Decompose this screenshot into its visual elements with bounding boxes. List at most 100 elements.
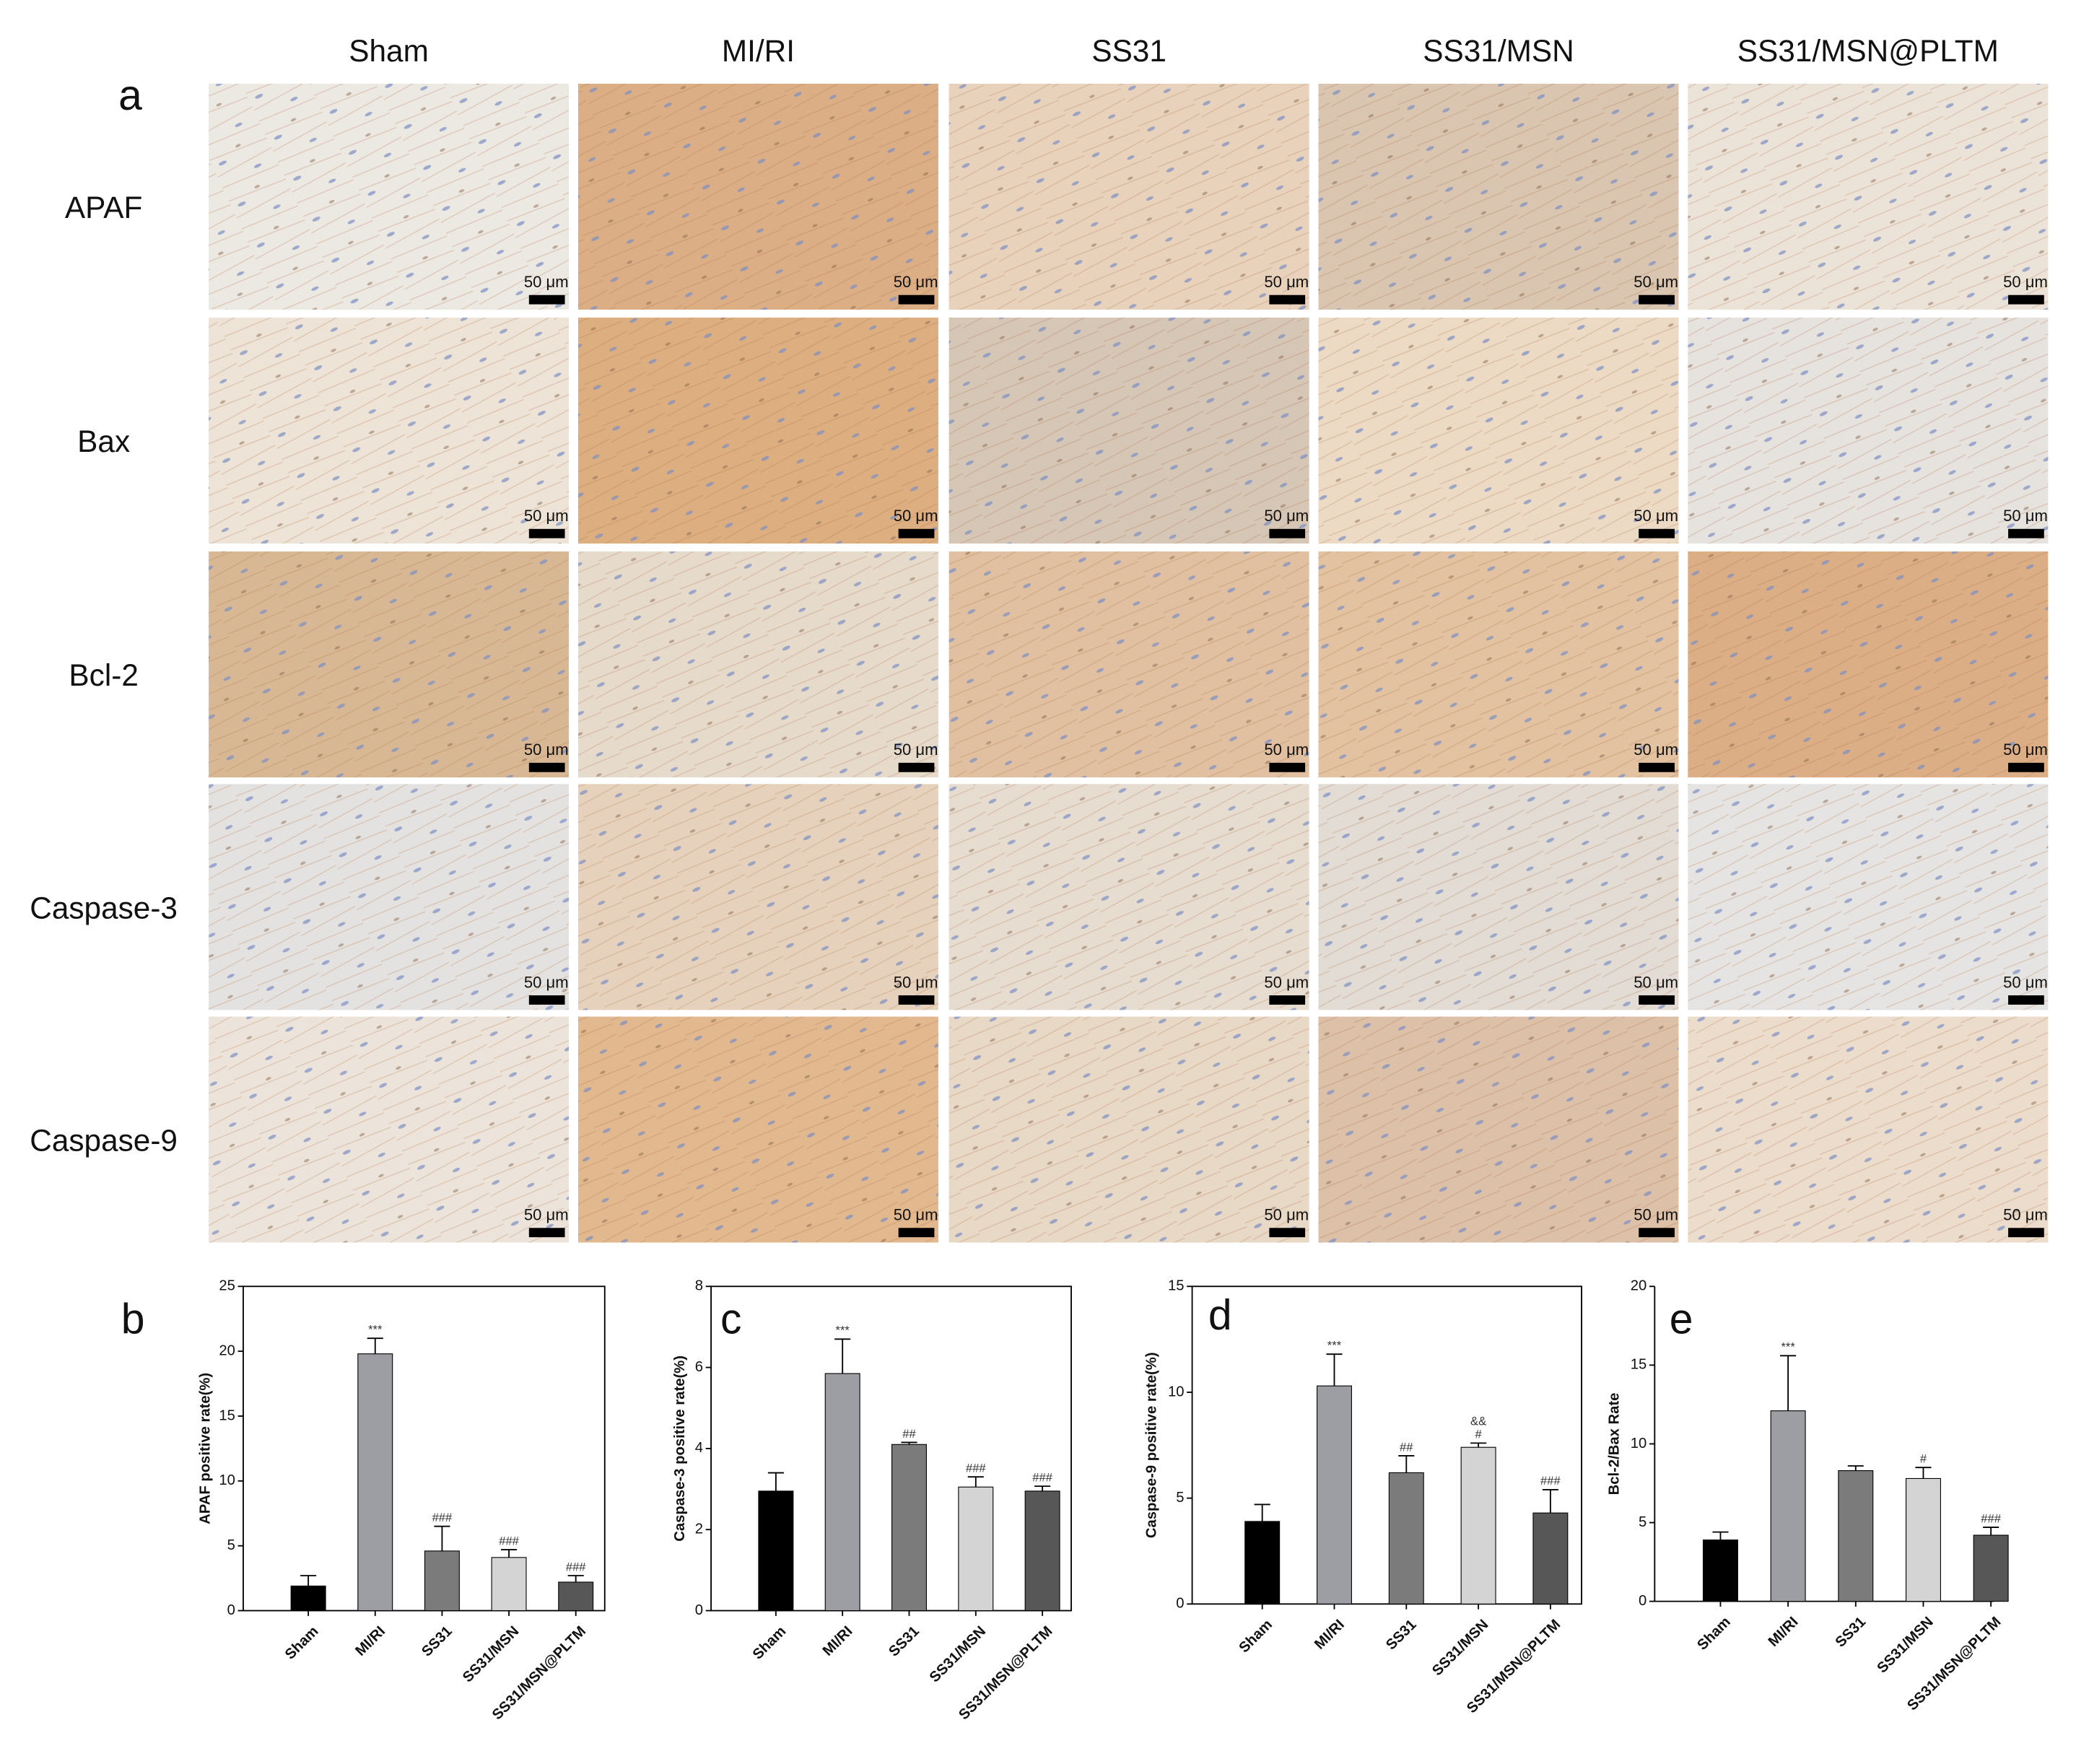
significance-label: *** bbox=[1781, 1340, 1795, 1354]
ihc-image: 50 μm bbox=[577, 551, 938, 778]
scale-bar-label: 50 μm bbox=[2003, 273, 2048, 291]
error-bar bbox=[1398, 1455, 1415, 1473]
scale-bar-label: 50 μm bbox=[1264, 741, 1309, 759]
bar bbox=[1770, 1410, 1806, 1602]
scale-bar-label: 50 μm bbox=[524, 507, 569, 525]
ihc-image: 50 μm bbox=[1318, 83, 1679, 310]
x-tick-label: SS31/MSN bbox=[1874, 1614, 1936, 1676]
y-tick-label: 8 bbox=[695, 1278, 703, 1294]
significance-label: ### bbox=[499, 1534, 519, 1547]
error-bar bbox=[567, 1575, 584, 1582]
error-bar bbox=[1983, 1527, 1999, 1536]
significance-label: *** bbox=[836, 1324, 850, 1337]
ihc-image: 50 μm bbox=[1688, 1016, 2049, 1243]
scale-bar bbox=[2008, 294, 2044, 305]
panel-label: c bbox=[720, 1296, 741, 1343]
ihc-image: 50 μm bbox=[577, 83, 938, 310]
x-tick-label: MI/RI bbox=[352, 1623, 388, 1659]
scale-bar-label: 50 μm bbox=[1634, 273, 1678, 291]
ihc-image: 50 μm bbox=[209, 551, 570, 778]
ihc-image: 50 μm bbox=[577, 318, 938, 544]
image-texture bbox=[577, 551, 938, 778]
error-bar bbox=[501, 1549, 518, 1558]
scale-bar-label: 50 μm bbox=[524, 973, 569, 991]
image-texture bbox=[1318, 784, 1679, 1010]
y-tick-label: 10 bbox=[219, 1472, 235, 1488]
y-tick-label: 10 bbox=[1168, 1384, 1185, 1400]
image-texture bbox=[1688, 1016, 2049, 1243]
y-tick-label: 25 bbox=[219, 1278, 235, 1294]
scale-bar-label: 50 μm bbox=[1634, 1206, 1678, 1224]
image-texture bbox=[1318, 318, 1679, 544]
significance-label: ### bbox=[432, 1511, 453, 1524]
significance-label: ### bbox=[566, 1560, 586, 1573]
image-texture bbox=[577, 784, 938, 1010]
image-texture bbox=[577, 83, 938, 310]
error-bar bbox=[1470, 1442, 1487, 1448]
bar bbox=[491, 1557, 527, 1612]
image-texture bbox=[1318, 551, 1679, 778]
scale-bar bbox=[528, 762, 565, 772]
panel-label: a bbox=[118, 72, 142, 119]
scale-bar-label: 50 μm bbox=[524, 273, 569, 291]
bar bbox=[290, 1585, 326, 1612]
scale-bar bbox=[528, 995, 565, 1005]
scale-bar bbox=[898, 1228, 935, 1238]
scale-bar bbox=[2008, 762, 2044, 772]
scale-bar bbox=[528, 528, 565, 538]
y-tick-label: 0 bbox=[1176, 1596, 1184, 1612]
scale-bar bbox=[898, 294, 935, 305]
bar bbox=[424, 1550, 460, 1612]
bar bbox=[1316, 1385, 1352, 1604]
bar bbox=[1244, 1521, 1281, 1604]
image-texture bbox=[209, 83, 570, 310]
image-texture bbox=[948, 1016, 1309, 1243]
y-tick-label: 6 bbox=[695, 1359, 703, 1375]
scale-bar-label: 50 μm bbox=[894, 507, 938, 525]
ihc-image: 50 μm bbox=[577, 1016, 938, 1243]
x-tick-label: SS31/MSN bbox=[460, 1623, 522, 1685]
row-label: Caspase-9 bbox=[30, 1124, 178, 1158]
scale-bar bbox=[1639, 762, 1675, 772]
y-axis-label: APAF positive rate(%) bbox=[198, 1373, 214, 1524]
y-tick-label: 20 bbox=[1631, 1278, 1647, 1294]
column-header: SS31 bbox=[1091, 34, 1166, 68]
y-tick-label: 15 bbox=[1168, 1278, 1185, 1294]
x-tick-label: Sham bbox=[282, 1623, 322, 1663]
x-tick-label: SS31 bbox=[1383, 1617, 1420, 1654]
bar bbox=[1460, 1446, 1496, 1604]
scale-bar-label: 50 μm bbox=[2003, 1206, 2048, 1224]
scale-bar bbox=[2008, 528, 2044, 538]
y-tick-label: 5 bbox=[227, 1537, 235, 1553]
scale-bar bbox=[2008, 995, 2044, 1005]
ihc-image: 50 μm bbox=[1318, 551, 1679, 778]
bar bbox=[1838, 1470, 1874, 1602]
scale-bar-label: 50 μm bbox=[1634, 507, 1678, 525]
bar bbox=[758, 1490, 794, 1612]
scale-bar bbox=[1269, 1228, 1306, 1238]
significance-label: && bbox=[1470, 1414, 1486, 1428]
y-tick-label: 15 bbox=[1631, 1357, 1647, 1373]
panel-label: e bbox=[1670, 1296, 1693, 1343]
scale-bar-label: 50 μm bbox=[894, 973, 938, 991]
significance-label: ### bbox=[1540, 1474, 1561, 1488]
error-bar bbox=[834, 1338, 851, 1374]
image-texture bbox=[1688, 83, 2049, 310]
bar bbox=[558, 1581, 594, 1612]
scale-bar bbox=[528, 1228, 565, 1238]
scale-bar-label: 50 μm bbox=[1264, 973, 1309, 991]
error-bar bbox=[1712, 1531, 1729, 1540]
ihc-image: 50 μm bbox=[948, 318, 1309, 544]
error-bar bbox=[967, 1476, 984, 1488]
scale-bar-label: 50 μm bbox=[1634, 741, 1678, 759]
bar bbox=[891, 1444, 927, 1612]
y-tick-label: 0 bbox=[1639, 1593, 1647, 1609]
scale-bar bbox=[2008, 1228, 2044, 1238]
ihc-image: 50 μm bbox=[1688, 318, 2049, 544]
y-tick-label: 10 bbox=[1631, 1436, 1647, 1451]
bar bbox=[1388, 1472, 1424, 1604]
plot-frame bbox=[243, 1285, 606, 1612]
scale-bar bbox=[1639, 995, 1675, 1005]
significance-label: *** bbox=[1327, 1338, 1342, 1352]
ihc-image: 50 μm bbox=[1688, 83, 2049, 310]
